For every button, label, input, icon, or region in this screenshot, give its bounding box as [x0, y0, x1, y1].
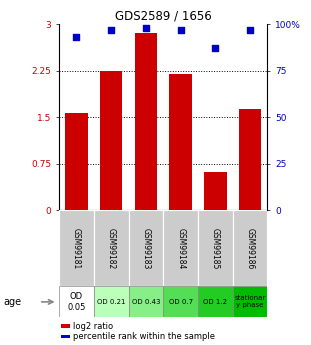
Text: log2 ratio: log2 ratio — [73, 322, 113, 331]
Bar — [100, 71, 123, 210]
Bar — [233, 286, 267, 317]
Text: OD
0.05: OD 0.05 — [67, 292, 86, 312]
Bar — [65, 113, 88, 210]
Bar — [61, 335, 70, 338]
Text: OD 1.2: OD 1.2 — [203, 299, 227, 305]
Text: OD 0.43: OD 0.43 — [132, 299, 160, 305]
Bar — [128, 286, 163, 317]
Bar — [233, 210, 267, 286]
Point — [109, 27, 114, 32]
Text: stationar
y phase: stationar y phase — [234, 295, 266, 308]
Bar — [163, 286, 198, 317]
Bar — [204, 172, 227, 210]
Bar — [198, 286, 233, 317]
Title: GDS2589 / 1656: GDS2589 / 1656 — [115, 10, 212, 23]
Bar — [198, 210, 233, 286]
Bar — [59, 210, 94, 286]
Text: percentile rank within the sample: percentile rank within the sample — [73, 332, 215, 341]
Text: GSM99183: GSM99183 — [142, 228, 151, 269]
Text: GSM99184: GSM99184 — [176, 228, 185, 269]
Bar — [163, 210, 198, 286]
Text: GSM99181: GSM99181 — [72, 228, 81, 269]
Text: OD 0.21: OD 0.21 — [97, 299, 125, 305]
Text: age: age — [3, 297, 21, 307]
Text: GSM99182: GSM99182 — [107, 228, 116, 269]
Bar — [239, 109, 261, 210]
Text: GSM99186: GSM99186 — [246, 228, 255, 269]
Bar — [94, 286, 128, 317]
Text: GSM99185: GSM99185 — [211, 228, 220, 269]
Bar — [128, 210, 163, 286]
Bar — [135, 33, 157, 210]
Point — [213, 46, 218, 51]
Point — [178, 27, 183, 32]
Bar — [59, 286, 94, 317]
Text: OD 0.7: OD 0.7 — [169, 299, 193, 305]
Point — [248, 27, 253, 32]
Bar — [61, 324, 70, 328]
Bar — [94, 210, 128, 286]
Point — [143, 25, 148, 31]
Bar — [169, 74, 192, 210]
Point — [74, 34, 79, 40]
